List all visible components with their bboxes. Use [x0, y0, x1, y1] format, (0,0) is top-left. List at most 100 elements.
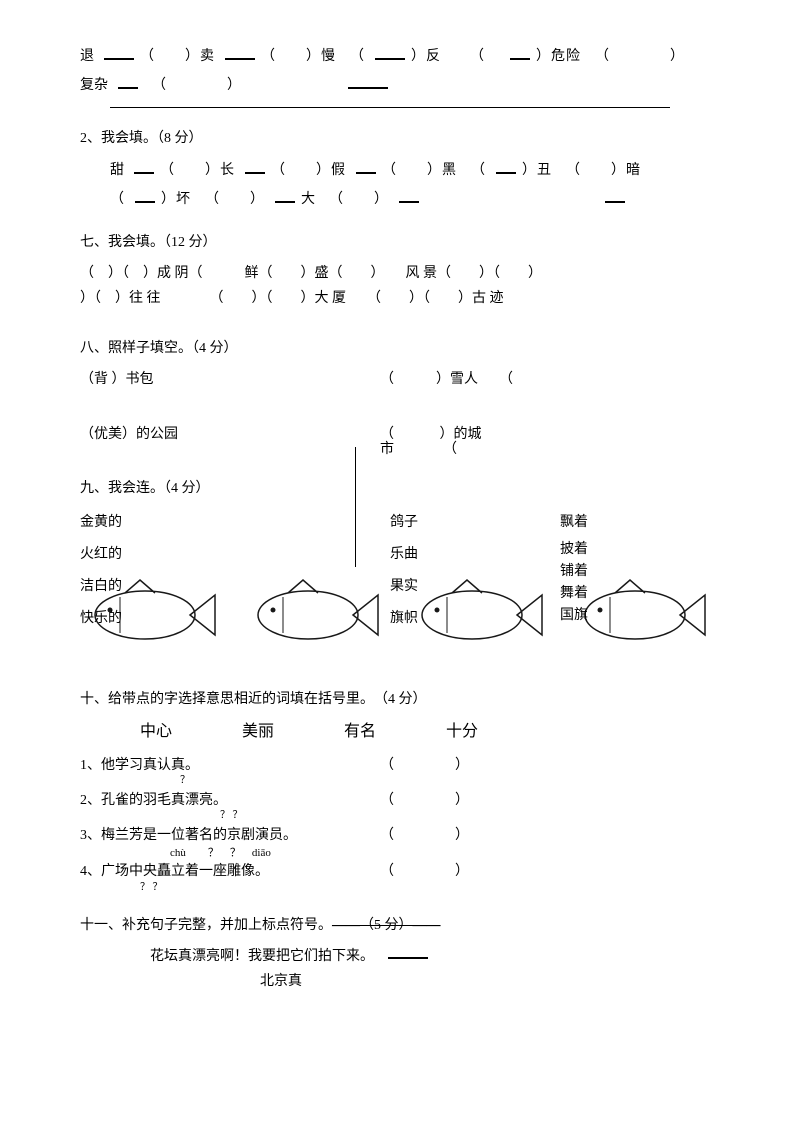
q8-row2: （优美）的公园 （ ）的城 市 （ [80, 422, 740, 458]
q7-line2: ）（ ）往 往 （ ）（ ）大 厦 （ ）（ ）古 迹 [80, 286, 740, 311]
dots: ？ ？ [220, 811, 380, 821]
txt: 市 （ [380, 442, 457, 457]
q10-item: 1、他学习真认真。 ？ （ ） [80, 753, 740, 786]
q9-item: 国旗 [560, 605, 588, 627]
text: 广场中央矗立着一座雕像。 [101, 864, 269, 879]
q10-list: 1、他学习真认真。 ？ （ ） 2、孔雀的羽毛真漂亮。 ？ ？ （ ） 3、梅兰… [80, 753, 740, 893]
q8-title: 八、照样子填空。（4 分） [80, 336, 740, 361]
dash [388, 955, 428, 959]
q9-item: 果实 [390, 571, 418, 603]
dash [348, 85, 388, 89]
q8-r1-left: （背 ）书包 [80, 367, 380, 392]
paren: （ ）黑 [382, 158, 457, 183]
q7-line1: （ ）（ ）成 阴（ 鲜（ ）盛（ ） 风 景（ ）（ ） [80, 261, 740, 286]
q9-title: 九、我会连。（4 分） [80, 476, 740, 501]
paren: ）坏 [161, 187, 191, 212]
q10-item: 3、梅兰芳是一位著名的京剧演员。 chù ？ ？ diāo （ ） [80, 823, 740, 857]
pinyin: chù ？ ？ diāo [170, 848, 380, 859]
q9-item: 快乐的 [80, 603, 122, 635]
q11-title: 十一、补充句子完整，并加上标点符号。——（5 分）—— [80, 913, 740, 938]
option: 十分 [446, 718, 478, 747]
q9-item: 洁白的 [80, 571, 122, 603]
q10-options: 中心 美丽 有名 十分 [140, 718, 740, 747]
q9-left-col: 金黄的 火红的 洁白的 快乐的 [80, 507, 122, 635]
txt: 甜 [110, 158, 124, 183]
q9-item: 鸽子 [390, 507, 418, 539]
dots: ？ ？ [140, 883, 380, 893]
paren: ）危险 [536, 44, 581, 69]
q9-item: 乐曲 [390, 539, 418, 571]
dash [245, 170, 265, 174]
text: 他学习真认真。 [101, 758, 199, 773]
q9-item: 火红的 [80, 539, 122, 571]
q10-title: 十、给带点的字选择意思相近的词填在括号里。 （4 分） [80, 687, 740, 712]
q11-title-text: 十一、补充句子完整，并加上标点符号。 [80, 918, 332, 933]
paren: （ ）暗 [558, 158, 641, 183]
num: 1、 [80, 758, 101, 773]
txt: 大 [301, 187, 315, 212]
dash [275, 199, 295, 203]
fish-icon [407, 575, 557, 645]
q2-title: 2、我会填。（8 分） [80, 126, 740, 151]
q8-r2-right: （ ）的城 市 （ [380, 427, 482, 458]
paren: ）丑 [522, 158, 552, 183]
dash [510, 56, 530, 60]
dash [135, 199, 155, 203]
q8-row1: （背 ）书包 （ ）雪人 （ [80, 367, 740, 392]
divider [110, 106, 670, 108]
option: 中心 [140, 718, 172, 747]
q9-right-col: 飘着 披着 铺着 舞着 国旗 [560, 507, 588, 627]
q7-title: 七、我会填。（12 分） [80, 230, 740, 255]
paren: （ ）慢 [261, 44, 336, 69]
q8-r1-right: （ ）雪人 （ [380, 367, 513, 392]
q9-item: 飘着 [560, 507, 588, 539]
option: 有名 [344, 718, 376, 747]
q10-item: 2、孔雀的羽毛真漂亮。 ？ ？ （ ） [80, 788, 740, 821]
dots: ？ [180, 776, 380, 786]
num: 4、 [80, 864, 101, 879]
fish-icon [570, 575, 720, 645]
dash [399, 199, 419, 203]
paren: （ ） [587, 44, 685, 69]
q9-item: 铺着 [560, 561, 588, 583]
top-row-1: 退 （ ）卖 （ ）慢 （）反 （ ）危险 （ ） [80, 44, 740, 69]
txt: 复杂 [80, 73, 108, 98]
dash [134, 170, 154, 174]
paren: （ ）假 [271, 158, 346, 183]
dash [356, 170, 376, 174]
q11-line2: 北京真 [260, 969, 740, 994]
dash [118, 85, 138, 89]
paren: （ ） [321, 187, 389, 212]
paren: （ ） [380, 788, 480, 813]
vertical-line [355, 447, 356, 567]
num: 3、 [80, 828, 101, 843]
dash [375, 56, 405, 60]
num: 2、 [80, 793, 101, 808]
paren: （ [110, 187, 125, 212]
text: 孔雀的羽毛真漂亮。 [101, 793, 227, 808]
paren: （ ） [380, 753, 480, 778]
strike: ——（5 分）—— [332, 918, 441, 933]
paren: （ [463, 158, 486, 183]
paren: （ ）长 [160, 158, 235, 183]
paren: ）反 [411, 44, 441, 69]
q9-mid-col: 鸽子 乐曲 果实 旗帜 [390, 507, 418, 635]
txt: 花坛真漂亮啊！我要把它们拍下来。 [150, 949, 374, 964]
txt: 退 [80, 44, 94, 69]
dash [104, 56, 134, 60]
q9-item: 舞着 [560, 583, 588, 605]
q2-line1: 甜 （ ）长 （ ）假 （ ）黑 （ ）丑 （ ）暗 [110, 158, 740, 183]
q2-line2: （）坏 （ ）大 （ ） [110, 187, 740, 212]
txt: （ [380, 427, 436, 442]
q11-line1: 花坛真漂亮啊！我要把它们拍下来。 [150, 944, 740, 969]
q9-item: 披着 [560, 539, 588, 561]
top-row-2: 复杂 （ ） [80, 73, 740, 98]
txt: ）的城 [440, 427, 482, 442]
fish-icon [243, 575, 393, 645]
paren: （ [447, 44, 500, 69]
dash [605, 199, 625, 203]
paren: （ [342, 44, 365, 69]
paren: （ ） [380, 859, 480, 884]
q8-r2-left: （优美）的公园 [80, 422, 380, 447]
q9-item: 金黄的 [80, 507, 122, 539]
